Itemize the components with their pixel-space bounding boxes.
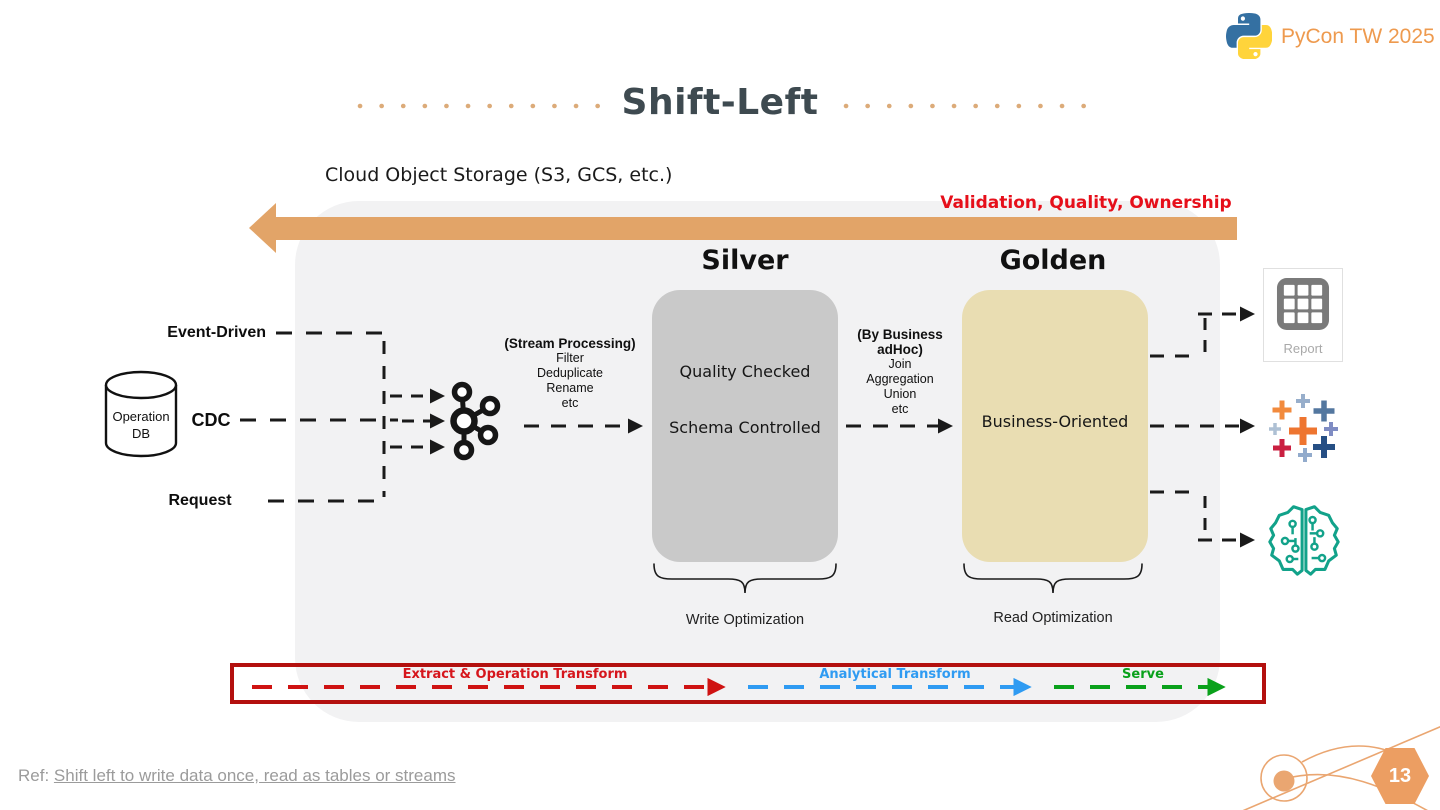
database-cylinder-icon bbox=[104, 370, 178, 458]
silver-line2: Schema Controlled bbox=[669, 418, 821, 437]
golden-box: Business-Oriented bbox=[962, 290, 1148, 562]
db-label-line1: Operation bbox=[112, 409, 170, 424]
stream-item: Deduplicate bbox=[536, 366, 603, 380]
stream-processing-title: (Stream Processing) bbox=[504, 336, 636, 351]
by-business-item: Join bbox=[888, 357, 912, 371]
by-business-item: etc bbox=[891, 402, 909, 416]
silver-title: Silver bbox=[701, 245, 789, 276]
validation-label: Validation, Quality, Ownership bbox=[940, 193, 1232, 213]
report-grid-icon bbox=[1276, 277, 1330, 331]
write-optimization-caption: Write Optimization bbox=[685, 612, 805, 628]
ref-link[interactable]: Shift left to write data once, read as t… bbox=[53, 766, 456, 785]
corner-dot bbox=[1273, 770, 1295, 792]
golden-line1: Business-Oriented bbox=[981, 412, 1129, 431]
pipeline-stage-analytical-label: Analytical Transform bbox=[819, 667, 971, 682]
by-business-item: Aggregation bbox=[866, 372, 934, 386]
golden-title: Golden bbox=[999, 245, 1107, 276]
stream-item: Filter bbox=[556, 351, 584, 365]
stream-item: Rename bbox=[546, 381, 594, 395]
silver-line1: Quality Checked bbox=[679, 362, 811, 381]
pipeline-stage-extract-label: Extract & Operation Transform bbox=[402, 667, 628, 682]
ref-prefix: Ref: bbox=[18, 766, 50, 785]
source-event-driven-label: Event-Driven bbox=[167, 324, 266, 341]
report-output-card: Report bbox=[1263, 268, 1343, 362]
by-business-note: (By Business adHoc) Join Aggregation Uni… bbox=[838, 327, 962, 417]
ml-brain-circuit-icon bbox=[1268, 505, 1340, 576]
kafka-icon bbox=[450, 381, 501, 461]
read-optimization-caption: Read Optimization bbox=[993, 610, 1113, 626]
pipeline-stage-serve-label: Serve bbox=[1122, 667, 1164, 682]
by-business-title-line2: adHoc) bbox=[877, 342, 923, 357]
storage-label: Cloud Object Storage (S3, GCS, etc.) bbox=[325, 164, 673, 186]
page-number-badge: 13 bbox=[1371, 748, 1429, 804]
source-request-label: Request bbox=[168, 492, 232, 509]
tableau-plus-icon bbox=[1269, 394, 1338, 462]
silver-box: Quality Checked Schema Controlled bbox=[652, 290, 838, 562]
by-business-title-line1: (By Business bbox=[857, 327, 943, 342]
source-cdc-label: CDC bbox=[191, 410, 231, 430]
report-label: Report bbox=[1283, 341, 1323, 356]
brand-text: PyCon TW 2025 bbox=[1281, 25, 1435, 48]
stream-processing-note: (Stream Processing) Filter Deduplicate R… bbox=[480, 336, 660, 411]
by-business-item: Union bbox=[883, 387, 917, 401]
footer-reference: Ref: Shift left to write data once, read… bbox=[18, 766, 456, 786]
page-title: Shift-Left bbox=[621, 82, 819, 123]
db-label-line2: DB bbox=[131, 426, 151, 441]
python-logo-icon bbox=[1226, 13, 1272, 59]
pipeline-box bbox=[230, 663, 1266, 704]
stream-item: etc bbox=[561, 396, 579, 410]
